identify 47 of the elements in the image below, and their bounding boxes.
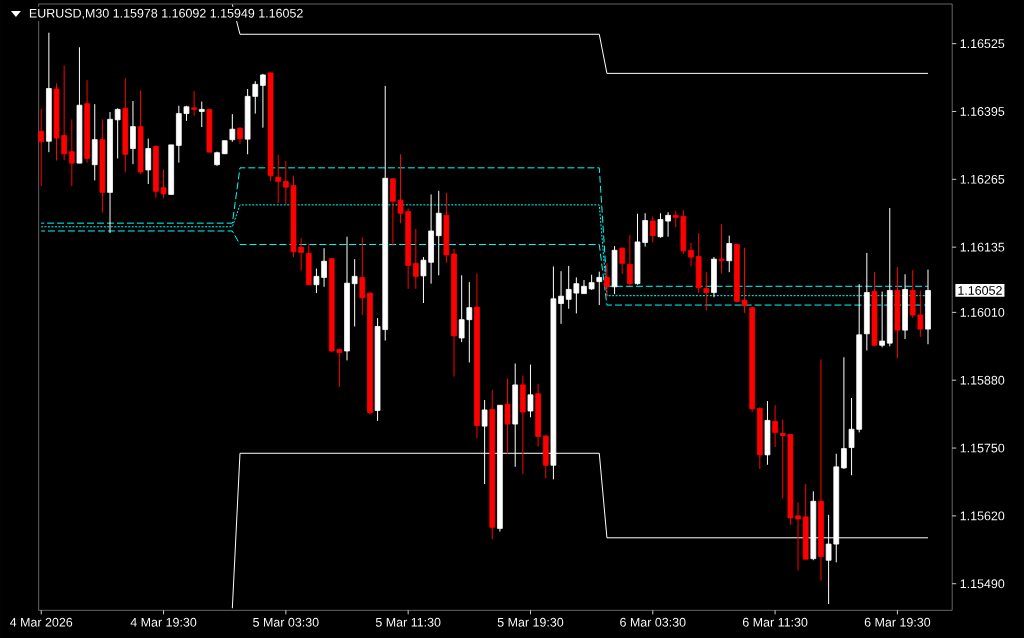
candlestick [435,190,442,276]
y-tick-label: 1.15620 [960,511,1005,521]
y-tick-label: 1.16010 [960,307,1005,317]
y-tick-label: 1.15750 [960,443,1005,453]
candlestick [772,404,778,448]
candlestick [145,137,152,185]
x-tick-label: 6 Mar 03:30 [620,617,686,627]
candlestick [795,501,801,572]
text: 1.16052 [958,285,1002,295]
candlestick [879,290,885,348]
candlestick [718,223,725,274]
candlestick [351,258,358,327]
candlestick [260,73,266,129]
chart-title: EURUSD,M30 1.15978 1.16092 1.15949 1.16052 [29,8,303,19]
candlestick [229,113,236,143]
x-tick-label: 5 Mar 11:30 [375,617,441,627]
candlestick [130,100,136,165]
candlestick [841,356,847,470]
x-tick-label: 6 Mar 11:30 [742,617,808,627]
candlestick [688,242,694,267]
candlestick [114,107,121,159]
candlestick [191,90,197,117]
x-tick-label: 5 Mar 03:30 [253,617,319,627]
y-tick-label: 1.16525 [960,39,1005,48]
candlestick [527,363,534,418]
candlestick [275,154,282,204]
candlestick [359,236,366,316]
x-tick-label: 5 Mar 19:30 [497,617,564,627]
candlestick [619,246,626,275]
candlestick [604,262,610,298]
y-tick-label: 1.16395 [960,106,1005,116]
candlestick [726,235,733,273]
candlestick [504,378,511,455]
candlestick [627,234,633,287]
x-tick-label: 4 Mar 2026 [9,617,73,627]
candlestick [38,108,45,187]
y-tick-label: 1.15490 [960,579,1005,589]
y-tick-label: 1.15880 [960,375,1005,385]
candlestick [68,118,75,187]
candlestick [649,215,656,243]
candlestick [198,100,205,128]
y-tick-label: 1.16135 [960,242,1005,252]
candlestick [596,271,603,306]
x-tick-label: 6 Mar 19:30 [864,617,931,627]
y-tick-label: 1.16265 [960,174,1005,184]
x-tick-label: 4 Mar 19:30 [130,617,197,627]
candlestick [412,228,419,290]
